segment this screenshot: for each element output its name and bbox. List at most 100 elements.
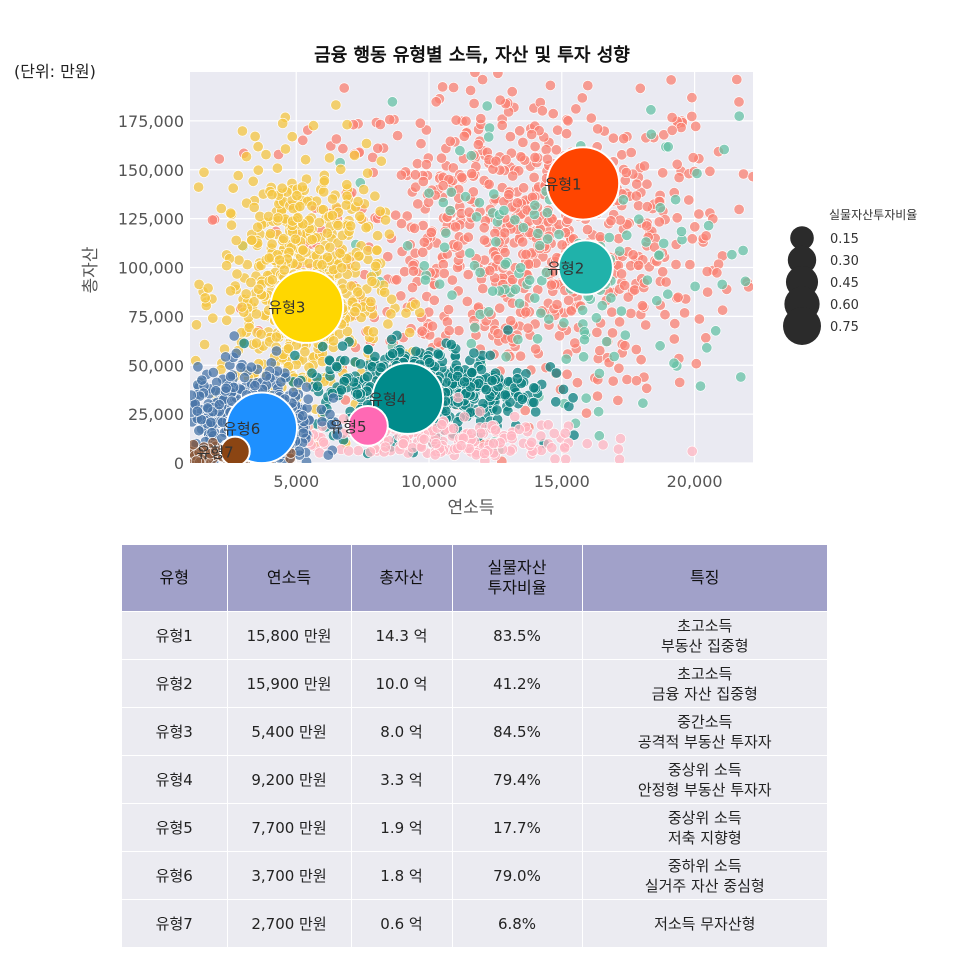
scatter-point [735,371,747,383]
scatter-point [313,217,325,229]
scatter-point [526,129,538,141]
scatter-point [731,74,743,86]
scatter-point [207,214,219,226]
scatter-point [276,182,288,194]
scatter-point [478,448,490,460]
scatter-point [582,80,594,92]
scatter-point [205,416,217,428]
scatter-point [541,207,553,219]
scatter-point [494,94,506,106]
scatter-point [465,338,477,350]
scatter-point [550,367,562,379]
scatter-point [701,342,713,354]
scatter-point [327,392,339,404]
table-header-cell: 실물자산 투자비율 [452,545,583,612]
scatter-point [737,168,749,180]
scatter-point [545,279,557,291]
centroid-label: 유형3 [268,299,305,317]
scatter-point [385,308,397,320]
scatter-point [193,425,205,437]
scatter-point [358,184,370,196]
scatter-point [635,354,647,366]
scatter-point [418,433,430,445]
scatter-point [360,222,372,234]
centroid-유형2 [557,239,614,296]
table-cell: 유형1 [122,611,228,660]
scatter-point [335,163,347,175]
table-cell-feature: 중간소득 공격적 부동산 투자자 [582,707,827,756]
scatter-point [701,265,713,277]
scatter-point [374,205,386,217]
scatter-point [658,129,670,141]
scatter-point [440,227,452,239]
scatter-point [245,361,257,373]
scatter-point [576,92,588,104]
y-tick-label: 150,000 [118,161,184,180]
scatter-point [562,115,574,127]
scatter-point [659,309,671,321]
scatter-point [550,144,562,156]
scatter-point [302,393,314,405]
scatter-point [193,181,205,193]
scatter-point [260,149,272,161]
table-cell: 2,700 만원 [227,899,352,947]
scatter-point [384,114,396,126]
scatter-point [502,324,514,336]
scatter-point [252,164,264,176]
scatter-point [362,167,374,179]
scatter-point [429,449,441,461]
scatter-point [689,221,701,233]
scatter-point [249,130,261,142]
scatter-point [383,228,395,240]
scatter-point [614,316,626,328]
scatter-point [543,313,555,325]
scatter-point [665,74,677,86]
scatter-point [620,167,632,179]
scatter-point [474,406,486,418]
scatter-point [390,209,402,221]
scatter-point [528,171,540,183]
size-legend: 실물자산투자비율 0.15 0.30 0.45 0.60 0.75 [783,208,917,345]
scatter-point [478,234,490,246]
scatter-point [468,98,480,110]
scatter-point [289,349,301,361]
scatter-point [345,220,357,232]
table-cell: 79.0% [452,851,583,900]
scatter-point [253,283,265,295]
scatter-point [314,243,326,255]
scatter-point [444,135,456,147]
table-header-row: 유형 연소득 총자산 실물자산 투자비율 특징 [122,545,827,612]
scatter-point [511,373,523,385]
scatter-point [671,212,683,224]
scatter-point [407,265,419,277]
scatter-point [198,166,210,178]
scatter-point [461,295,473,307]
summary-table-container: 유형 연소득 총자산 실물자산 투자비율 특징 유형1 15,800 만원 14.3 억 83.… [122,545,827,947]
centroid-유형4 [371,362,445,435]
scatter-point [341,119,353,131]
scatter-point [450,221,462,233]
scatter-point [408,222,420,234]
scatter-point [226,395,238,407]
scatter-point [606,327,618,339]
scatter-point [571,377,583,389]
unit-note: (단위: 만원) [14,62,96,81]
scatter-point [477,283,489,295]
scatter-point [654,202,666,214]
scatter-point [425,227,437,239]
scatter-point [499,227,511,239]
scatter-point [597,439,609,451]
scatter-point [515,350,527,362]
scatter-point [509,214,521,226]
scatter-point [483,178,495,190]
scatter-point [395,169,407,181]
scatter-point [509,411,521,423]
scatter-point [673,172,685,184]
scatter-point [382,251,394,263]
scatter-point [360,138,372,150]
table-row: 유형6 3,700 만원 1.8 억 79.0% 중하위 소득 실거주 자산 중심형 [122,851,827,900]
scatter-point [354,358,366,370]
scatter-point [317,436,329,448]
scatter-point [446,289,458,301]
scatter-point [452,240,464,252]
